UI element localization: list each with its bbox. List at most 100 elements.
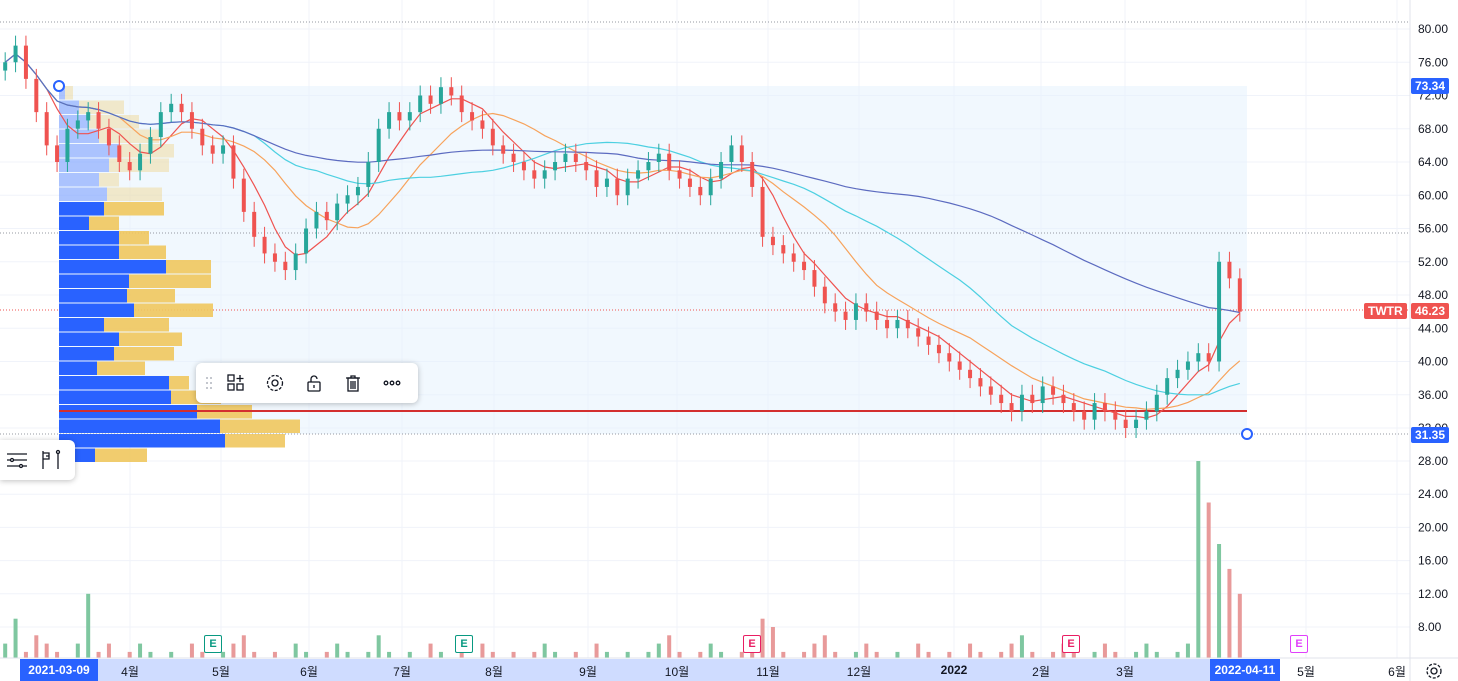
candle-body	[1217, 261, 1222, 362]
volume-bar	[293, 643, 298, 658]
vp-row-up	[59, 86, 65, 100]
candle-body	[428, 95, 433, 104]
candle-body	[604, 178, 609, 187]
volume-bar	[656, 643, 661, 658]
price-tick-label: 56.00	[1418, 222, 1448, 236]
delete-icon[interactable]	[333, 363, 372, 403]
candle-body	[656, 153, 661, 162]
flag-tool-icon[interactable]	[34, 440, 68, 480]
earnings-badge-4[interactable]: E	[1062, 635, 1080, 653]
volume-bar	[968, 643, 973, 658]
candle-body	[947, 353, 952, 362]
add-template-icon[interactable]	[216, 363, 255, 403]
candle-body	[1071, 403, 1076, 412]
volume-bar	[1185, 643, 1190, 658]
price-tick-label: 80.00	[1418, 22, 1448, 36]
time-label: 7월	[393, 665, 411, 679]
list-settings-icon[interactable]	[0, 440, 34, 480]
volume-bar	[667, 635, 672, 658]
candle-body	[200, 128, 205, 146]
vp-row-down	[220, 419, 300, 433]
candle-body	[490, 128, 495, 146]
drawing-toolbar	[196, 363, 418, 403]
volume-bar	[1154, 651, 1159, 658]
vp-row-up	[59, 158, 109, 172]
vp-row-up	[59, 419, 220, 433]
candle-body	[1123, 419, 1128, 428]
earnings-badge-3[interactable]: E	[743, 635, 761, 653]
left-drawing-tools	[0, 440, 75, 480]
candle-body	[65, 128, 70, 162]
candle-body	[169, 103, 174, 113]
range-high-badge: 73.34	[1411, 78, 1450, 94]
last-price-badge: 46.23	[1411, 303, 1450, 319]
price-tick-label: 20.00	[1418, 520, 1448, 534]
volume-bar	[169, 651, 174, 658]
vp-row-up	[59, 260, 166, 274]
volume-bar	[272, 651, 277, 658]
earnings-badge-2[interactable]: E	[455, 635, 473, 653]
candle-body	[1154, 394, 1159, 412]
volume-bar	[895, 651, 900, 658]
volume-bar	[677, 651, 682, 658]
drag-handle-icon[interactable]	[202, 363, 216, 403]
vp-row-down	[114, 347, 174, 361]
candle-body	[781, 245, 786, 254]
candle-body	[625, 178, 630, 196]
candle-body	[553, 162, 558, 171]
candle-body	[584, 162, 589, 171]
candle-body	[687, 178, 692, 187]
time-label: 10월	[664, 665, 690, 679]
candle-body	[418, 95, 423, 113]
vp-row-down	[89, 216, 119, 230]
candle-body	[13, 45, 18, 63]
candle-body	[864, 303, 869, 312]
candle-body	[978, 378, 983, 387]
vp-row-up	[59, 187, 107, 201]
candle-body	[138, 153, 143, 171]
time-label: 8월	[485, 665, 503, 679]
volume-bar	[822, 635, 827, 658]
lock-icon[interactable]	[294, 363, 333, 403]
candle-body	[23, 45, 28, 79]
more-icon[interactable]	[372, 363, 411, 403]
candle-body	[885, 319, 890, 329]
vp-row-down	[99, 129, 159, 143]
vp-row-down	[119, 332, 182, 346]
candle-body	[999, 394, 1004, 404]
candle-body	[345, 195, 350, 204]
candle-body	[438, 87, 443, 104]
volume-bar	[1030, 651, 1035, 658]
vp-row-down	[119, 144, 174, 158]
time-range-highlight	[59, 659, 1247, 681]
earnings-badge-future[interactable]: E	[1290, 635, 1308, 653]
vp-row-up	[59, 361, 97, 375]
candle-body	[791, 253, 796, 262]
vp-row-up	[59, 289, 127, 303]
candle-body	[387, 112, 392, 129]
candle-body	[563, 153, 568, 162]
range-anchor-handle-top[interactable]	[53, 80, 65, 92]
volume-bar	[719, 651, 724, 658]
vp-row-up	[59, 173, 99, 187]
candle-body	[355, 186, 360, 196]
candle-body	[1019, 394, 1024, 412]
candle-body	[957, 361, 962, 370]
candle-body	[1206, 353, 1211, 362]
candle-body	[241, 178, 246, 212]
earnings-badge-1[interactable]: E	[204, 635, 222, 653]
chart-settings-gear-icon[interactable]	[1424, 661, 1444, 681]
volume-bar	[1113, 651, 1118, 658]
candle-body	[304, 228, 309, 254]
candle-body	[511, 153, 516, 162]
volume-bar	[1092, 651, 1097, 658]
vp-row-up	[59, 347, 114, 361]
vp-row-up	[59, 390, 171, 404]
price-tick-label: 76.00	[1418, 55, 1448, 69]
volume-bar	[802, 651, 807, 658]
settings-icon[interactable]	[255, 363, 294, 403]
candle-body	[853, 303, 858, 320]
range-anchor-handle-bottom[interactable]	[1241, 428, 1253, 440]
price-tick-label: 8.00	[1418, 620, 1442, 634]
